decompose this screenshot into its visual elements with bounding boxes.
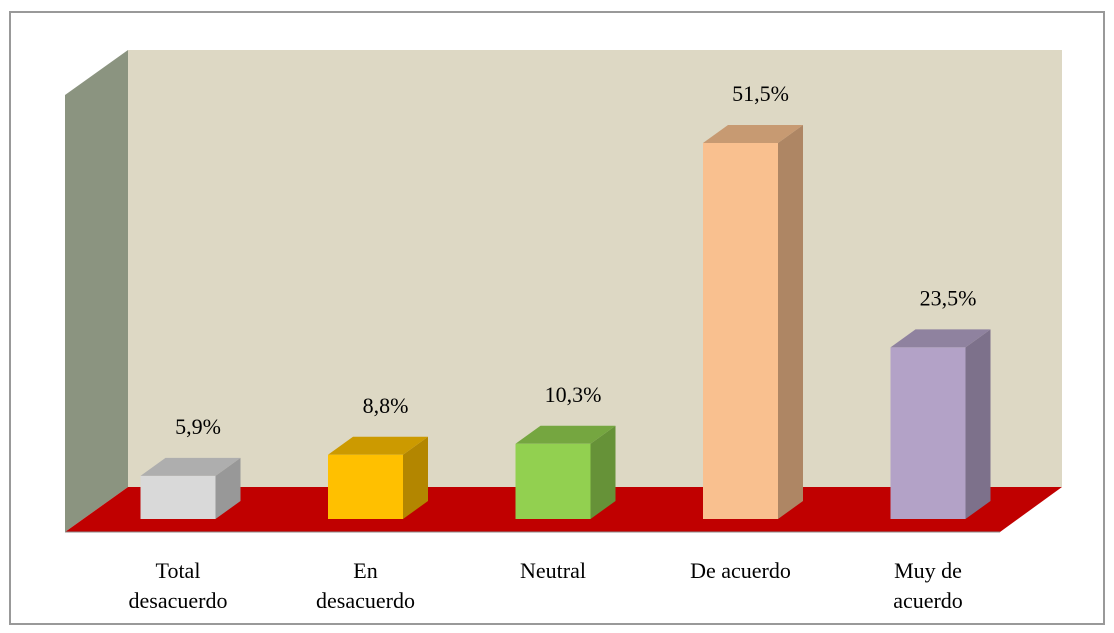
side-wall xyxy=(65,50,128,532)
bar-side xyxy=(965,329,991,519)
bar-top xyxy=(890,329,991,348)
data-label: 51,5% xyxy=(732,81,789,106)
bar-side xyxy=(590,425,616,519)
bar-side xyxy=(215,457,241,519)
x-tick-label: Neutral xyxy=(520,558,586,583)
bar-top xyxy=(515,425,616,444)
data-label: 10,3% xyxy=(545,382,602,407)
data-label: 23,5% xyxy=(920,285,977,310)
x-tick-label: En desacuerdo xyxy=(316,558,415,613)
x-tick-label: Total desacuerdo xyxy=(129,558,228,613)
bar-side xyxy=(403,436,428,519)
data-label: 8,8% xyxy=(363,393,409,418)
x-tick-label: Muy de acuerdo xyxy=(893,558,963,613)
bar xyxy=(515,443,591,519)
bar xyxy=(703,143,778,519)
back-wall xyxy=(128,50,1062,487)
bar-top xyxy=(140,457,241,476)
data-label: 5,9% xyxy=(175,414,221,439)
frame xyxy=(9,11,1105,625)
bar xyxy=(890,347,966,519)
x-tick-label: De acuerdo xyxy=(690,558,791,583)
bar xyxy=(328,454,403,519)
bar-top xyxy=(703,125,803,143)
bar-top xyxy=(328,436,428,455)
bar xyxy=(140,475,216,519)
bar-side xyxy=(778,125,803,519)
